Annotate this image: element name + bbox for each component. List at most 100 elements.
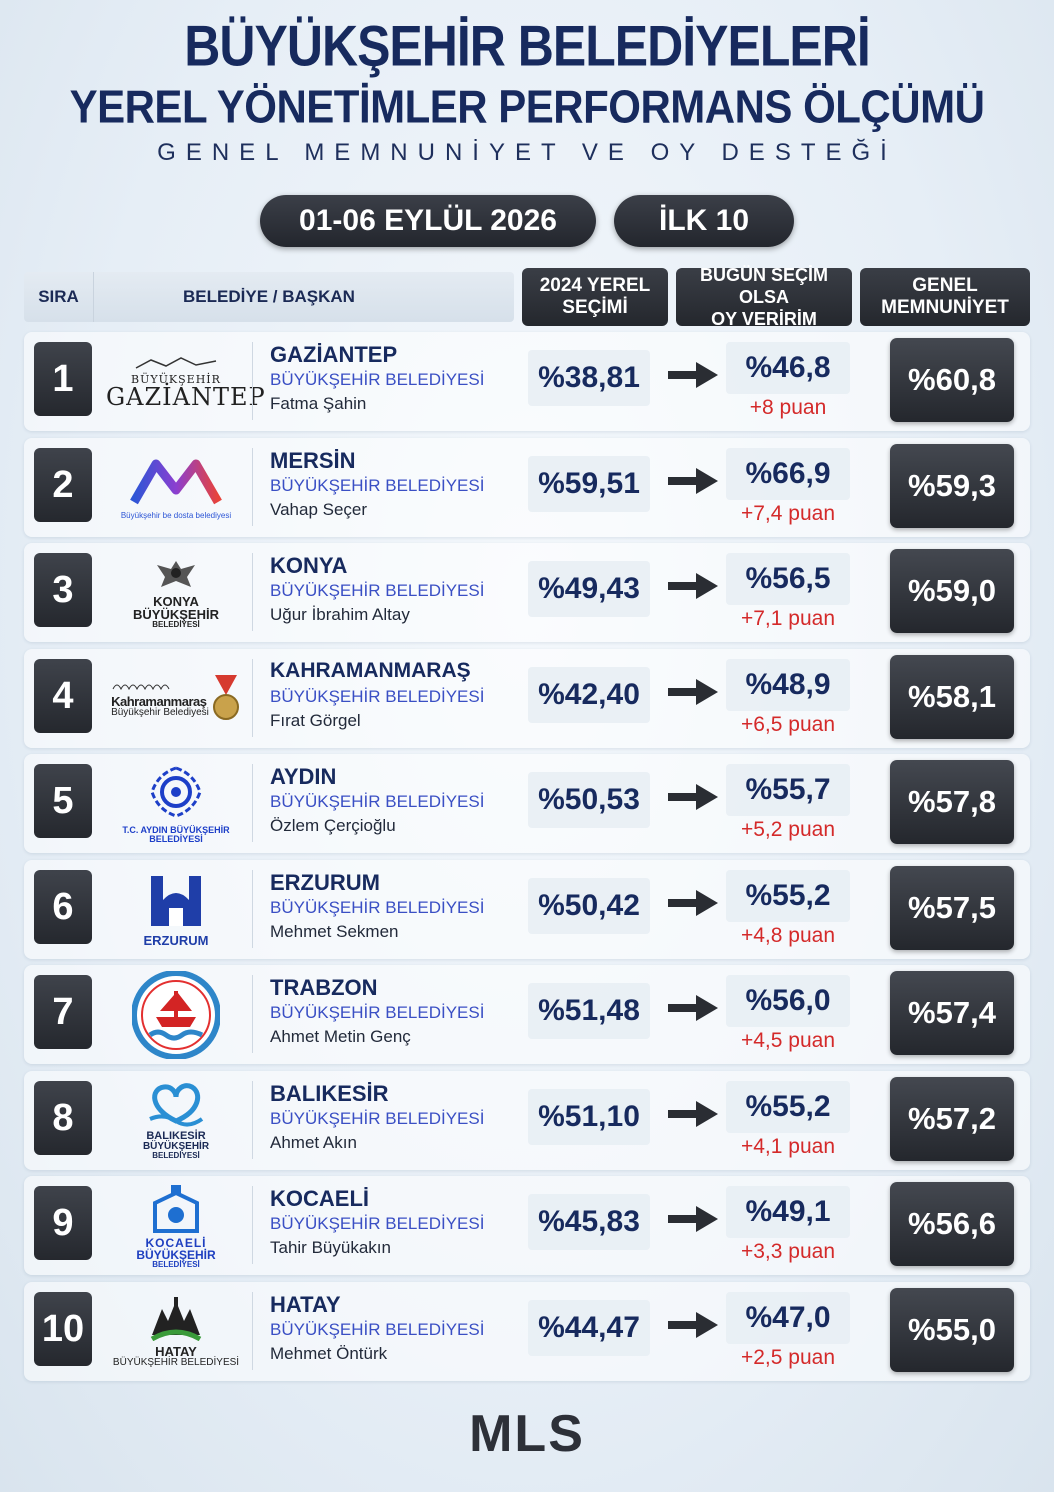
top-badge: İLK 10 [614, 195, 794, 247]
page-subtitle: YEREL YÖNETİMLER PERFORMANS ÖLÇÜMÜ [69, 80, 985, 133]
logo-caption: ERZURUM [143, 933, 209, 948]
table-row: 10 HATAY BÜYÜKŞEHİR BELEDİYESİ HATAY BÜY… [24, 1281, 1030, 1381]
logo-caption: BÜYÜKŞEHİR [133, 607, 219, 622]
gaziantep-logo: BÜYÜKŞEHİR GAZİANTEP [102, 338, 265, 426]
arrow-right-icon [668, 1206, 718, 1232]
arrow-right-icon [668, 889, 718, 916]
kocaeli-logo: KOCAELİ BÜYÜKŞEHİR BELEDİYESİ [102, 1182, 250, 1270]
general-satisfaction: %57,5 [890, 865, 1014, 950]
city-name: BALIKESİR [270, 1080, 389, 1106]
logo-caption: BÜYÜKŞEHİR [136, 1248, 216, 1262]
general-satisfaction: %60,8 [890, 338, 1014, 422]
logo-caption: BÜYÜKŞEHİR [142, 1141, 210, 1152]
city-name: ERZURUM [270, 869, 380, 895]
date-badge: 01-06 EYLÜL 2026 [260, 195, 596, 247]
vote-now: %47,0 [726, 1291, 850, 1344]
city-name: AYDIN [270, 764, 337, 789]
rank-badge: 5 [34, 764, 92, 838]
header-2024: 2024 YEREL SEÇİMİ [522, 268, 668, 326]
aydin-logo: T.C. AYDIN BÜYÜKŞEHİR BELEDİYESİ [102, 760, 250, 848]
logo-caption: HATAY [155, 1344, 197, 1359]
rank-badge: 4 [34, 658, 92, 733]
header-2024-line2: SEÇİMİ [562, 297, 628, 318]
city-name: MERSİN [270, 447, 356, 473]
ranking-table: 1 BÜYÜKŞEHİR GAZİANTEP GAZİANTEP BÜYÜKŞE… [24, 332, 1030, 1387]
trabzon-logo [102, 971, 250, 1059]
table-row: 2 Büyükşehir be dosta belediyesi MERSİN … [24, 437, 1030, 537]
arrow-right-icon [668, 784, 718, 810]
header-pills: 01-06 EYLÜL 2026 İLK 10 [0, 195, 1054, 247]
vote-change: +8 puan [749, 396, 827, 419]
header-genel-line2: MEMNUNİYET [881, 297, 1009, 318]
vote-2024: %50,53 [528, 772, 650, 828]
table-row: 9 KOCAELİ BÜYÜKŞEHİR BELEDİYESİ KOCAELİ … [24, 1176, 1030, 1275]
municipality-label: BÜYÜKŞEHİR BELEDİYESİ [270, 370, 485, 389]
rank-badge: 1 [34, 342, 92, 416]
arrow-right-icon [668, 467, 718, 494]
general-satisfaction: %59,3 [890, 443, 1014, 528]
header-bugun-line1: BUGÜN SEÇİM OLSA [699, 265, 828, 307]
table-row: 7 TRABZON BÜYÜKŞEHİR BELEDİYESİ Ahmet Me… [24, 965, 1030, 1064]
rank-badge: 8 [34, 1080, 92, 1155]
divider [252, 1291, 253, 1370]
divider [252, 342, 253, 420]
municipality-label: BÜYÜKŞEHİR BELEDİYESİ [270, 897, 485, 917]
vote-2024: %50,42 [528, 877, 650, 934]
page-tagline: GENEL MEMNUNİYET VE OY DESTEĞİ [157, 139, 897, 166]
arrow-right-icon [668, 573, 718, 599]
vote-2024: %51,10 [528, 1088, 650, 1145]
rank-badge: 3 [34, 553, 92, 627]
general-satisfaction: %58,1 [890, 654, 1014, 739]
vote-change: +4,1 puan [740, 1134, 835, 1158]
header-belediye: BELEDİYE / BAŞKAN [183, 287, 355, 306]
vote-change: +7,4 puan [740, 501, 835, 525]
municipality-label: BÜYÜKŞEHİR BELEDİYESİ [270, 581, 485, 600]
vote-now: %46,8 [726, 342, 850, 394]
vote-now: %55,2 [726, 1080, 850, 1133]
logo-caption: BÜYÜKŞEHİR BELEDİYESİ [112, 1357, 240, 1368]
table-row: 4 Kahramanmaraş Büyükşehir Belediyesi KA… [24, 648, 1030, 748]
municipality-label: BÜYÜKŞEHİR BELEDİYESİ [270, 475, 485, 495]
konya-logo: KONYA BÜYÜKŞEHİR BELEDİYESİ [102, 549, 250, 637]
divider [252, 553, 253, 631]
logo-caption: KONYA [153, 594, 199, 609]
general-satisfaction: %56,6 [890, 1182, 1014, 1266]
erzurum-logo: ERZURUM [102, 866, 250, 954]
rank-badge: 9 [34, 1186, 92, 1260]
table-row: 3 KONYA BÜYÜKŞEHİR BELEDİYESİ KONYA BÜYÜ… [24, 543, 1030, 642]
general-satisfaction: %59,0 [890, 549, 1014, 633]
city-name: HATAY [270, 1291, 341, 1317]
page-title: BÜYÜKŞEHİR BELEDİYELERİ [184, 13, 870, 79]
mersin-logo: Büyükşehir be dosta belediyesi [102, 444, 250, 532]
municipality-label: BÜYÜKŞEHİR BELEDİYESİ [270, 686, 485, 706]
divider [252, 447, 253, 526]
mayor-name: Vahap Seçer [270, 499, 368, 519]
mayor-name: Ahmet Akın [270, 1132, 357, 1152]
logo-caption: BELEDİYESİ [152, 1151, 200, 1160]
vote-2024: %49,43 [528, 561, 650, 617]
logo-caption: BALIKESİR [146, 1130, 206, 1142]
logo-caption: BÜYÜKŞEHİR [131, 372, 221, 386]
general-satisfaction: %57,4 [890, 971, 1014, 1055]
header-genel: GENEL MEMNUNİYET [860, 268, 1030, 326]
mayor-name: Fatma Şahin [270, 394, 367, 413]
table-header: SIRA BELEDİYE / BAŞKAN 2024 YEREL SEÇİMİ … [24, 265, 1030, 329]
general-satisfaction: %55,0 [890, 1287, 1014, 1372]
vote-now: %56,5 [726, 553, 850, 605]
header-bugun-line2: OY VERİRİM [711, 309, 817, 329]
city-name: TRABZON [270, 975, 378, 1000]
logo-caption: BELEDİYESİ [152, 620, 200, 629]
table-row: 6 ERZURUM ERZURUM BÜYÜKŞEHİR BELEDİYESİ … [24, 859, 1030, 959]
mayor-name: Özlem Çerçioğlu [270, 816, 396, 835]
rank-badge: 2 [34, 447, 92, 522]
vote-now: %55,2 [726, 869, 850, 922]
general-satisfaction: %57,2 [890, 1076, 1014, 1161]
vote-2024: %59,51 [528, 455, 650, 512]
rank-badge: 6 [34, 869, 92, 944]
balikesir-logo: BALIKESİR BÜYÜKŞEHİR BELEDİYESİ [102, 1077, 250, 1165]
mayor-name: Ahmet Metin Genç [270, 1027, 411, 1046]
divider [252, 869, 253, 948]
vote-now: %56,0 [726, 975, 850, 1027]
municipality-label: BÜYÜKŞEHİR BELEDİYESİ [270, 1214, 485, 1233]
hatay-logo: HATAY BÜYÜKŞEHİR BELEDİYESİ [102, 1288, 250, 1376]
